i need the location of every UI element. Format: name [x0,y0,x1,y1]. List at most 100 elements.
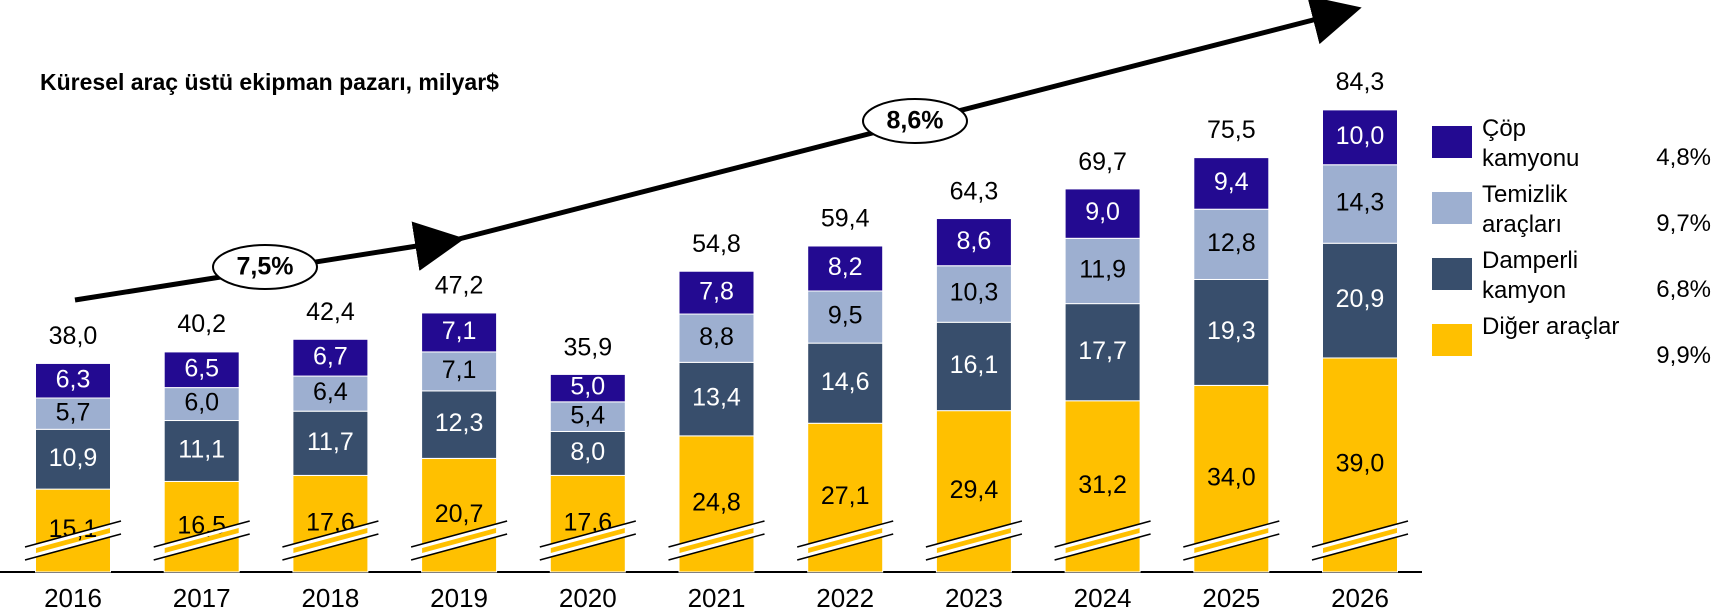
legend-cagr: 6,8% [1656,276,1711,303]
total-label: 69,7 [1078,148,1127,176]
legend-label: Temizlik araçları [1482,181,1568,238]
value-label: 6,5 [184,354,219,382]
bar-segment [292,474,369,573]
bar-segment [163,420,240,482]
value-label: 13,4 [692,384,741,412]
axis-break [282,520,379,548]
x-tick-label: 2022 [816,583,874,613]
axis-break [925,530,1023,560]
value-label: 6,4 [313,378,348,406]
axis-break [410,530,508,560]
axis-break [667,530,766,560]
bar-segment [549,474,626,573]
x-tick-label: 2017 [173,583,231,613]
axis-break [539,530,637,560]
axis-break [153,521,251,551]
total-label: 35,9 [563,334,612,362]
bar-segment [935,265,1012,323]
value-label: 8,2 [828,253,863,281]
total-label: 40,2 [177,310,226,338]
axis-break [410,533,508,561]
axis-break [282,533,379,561]
axis-break [925,533,1023,561]
axis-break [668,533,765,561]
bar-segment [163,351,240,389]
axis-break [24,530,122,560]
value-label: 24,8 [692,489,741,517]
bar-segment [549,373,626,403]
axis-break [1182,530,1280,560]
value-label: 5,0 [570,373,605,401]
x-tick-label: 2020 [559,583,617,613]
value-label: 12,8 [1207,229,1256,257]
axis-break [281,530,379,560]
axis-break [1311,520,1409,548]
value-label: 6,0 [184,389,219,417]
total-label: 54,8 [692,230,741,258]
bar-segment [421,312,498,353]
value-label: 20,9 [1336,285,1385,313]
axis-break [667,521,766,551]
axis-break [410,521,508,551]
axis-break [539,533,636,561]
axis-break [153,520,250,548]
value-label: 7,8 [699,277,734,305]
axis-break [797,520,894,548]
value-label: 5,4 [570,401,605,429]
annotation-bubble [862,98,968,144]
bar-segment [1322,164,1398,244]
axis-break [24,533,122,561]
axis-break [925,521,1023,551]
value-label: 9,0 [1085,198,1120,226]
bar-segment [807,342,884,424]
axis-break [1183,520,1280,548]
axis-break [925,520,1023,548]
value-label: 20,7 [435,500,484,528]
bar-segment [935,321,1012,412]
value-label: 8,8 [699,323,734,351]
value-label: 12,3 [435,409,484,437]
value-label: 19,3 [1207,317,1256,345]
bar-segment [1064,303,1141,402]
value-label: 10,0 [1336,122,1385,150]
bar-segment [292,338,369,377]
x-tick-label: 2023 [945,583,1003,613]
bar-segment [1193,157,1270,210]
value-label: 7,1 [442,356,477,384]
bar-segment [1322,242,1398,359]
axis-break [796,521,894,551]
total-label: 42,4 [306,298,355,326]
bar-segment [292,375,369,412]
axis-break [1054,521,1152,551]
total-label: 64,3 [950,178,999,206]
axis-break [281,521,379,551]
value-label: 34,0 [1207,463,1256,491]
subtitle: Küresel araç üstü ekipman pazarı, milyar… [40,69,499,95]
value-label: 9,5 [828,302,863,330]
bar-segment [1193,278,1270,386]
axis-break [24,521,122,551]
bar-segment [935,218,1012,267]
value-label: 14,3 [1336,189,1385,217]
axis-break [1183,533,1280,561]
axis-break [539,521,637,551]
legend-label: Diğer araçlar [1482,313,1620,340]
bar-segment [549,401,626,432]
total-label: 59,4 [821,205,870,233]
axis-break [153,533,250,561]
legend-label: Damperli kamyon [1482,247,1579,304]
x-tick-label: 2026 [1331,583,1389,613]
value-label: 9,4 [1214,168,1249,196]
bar-segment [678,313,755,363]
bar-segment [292,410,369,476]
value-label: 7,1 [442,317,477,345]
bar-segment [35,428,111,490]
value-label: 31,2 [1078,471,1127,499]
bar-segment [421,351,498,392]
x-tick-label: 2019 [430,583,488,613]
total-label: 38,0 [49,322,98,350]
x-tick-label: 2016 [44,583,102,613]
value-label: 10,9 [49,444,98,472]
